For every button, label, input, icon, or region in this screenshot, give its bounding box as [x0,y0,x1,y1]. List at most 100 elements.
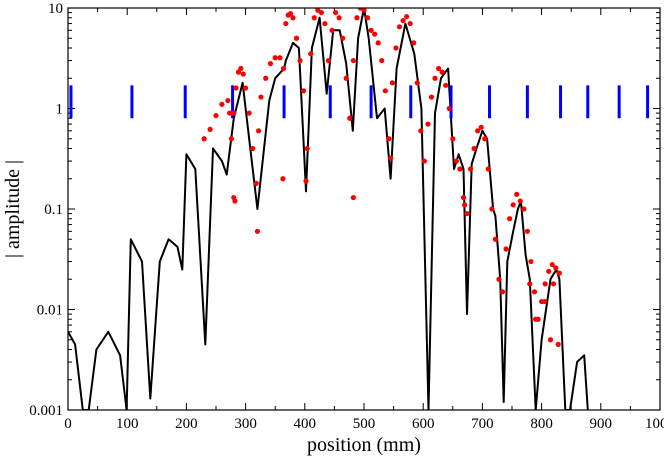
measured-point [258,94,264,100]
measured-point [492,236,499,242]
measured-point [471,145,477,152]
measured-point [432,75,438,81]
y-axis: 0.001 0.01 0.1 1 10 [29,1,660,419]
x-tick-label: 800 [530,416,553,432]
x-tick-label: 300 [234,416,257,432]
y-tick-label: 10 [48,1,63,17]
measured-point [254,228,261,234]
measured-point [547,337,554,343]
measured-point [347,115,353,121]
measured-point [446,105,452,112]
measured-point [510,202,516,208]
measured-point [411,40,417,46]
measured-point [460,194,467,201]
measured-point [280,65,287,72]
measured-point [555,341,561,347]
measured-point [336,15,342,21]
measured-point [517,198,523,204]
y-axis-title: | amplitude | [2,160,24,258]
measured-point [407,20,413,27]
measured-point [227,110,233,116]
measured-point [462,202,468,208]
measured-point [533,316,539,322]
measured-point [228,136,234,142]
measured-point [256,128,262,134]
measured-point [542,281,548,287]
measured-point [368,27,374,33]
plot-area [68,8,650,410]
measured-point [400,17,406,24]
measured-point [364,15,371,21]
measured-point [267,60,274,67]
calculated-amplitude-line [68,8,589,410]
measured-point [414,80,420,86]
measured-point [372,31,378,37]
measured-point [301,88,307,94]
x-tick-label: 600 [412,416,435,432]
measured-point [213,112,219,119]
measured-point [361,8,367,13]
measured-point [439,69,445,75]
measured-point [240,71,246,77]
measured-point [263,75,269,81]
measured-point [396,24,403,30]
measured-point [329,27,335,33]
measured-point [546,268,552,274]
measured-point [435,65,442,72]
measured-point [225,97,231,104]
measured-point [201,136,207,142]
measured-point [246,110,252,116]
measured-point [250,145,256,152]
measured-point [231,110,237,116]
measured-point [478,124,484,130]
measured-point [354,15,360,21]
measured-point [388,155,394,161]
measured-point [489,206,495,212]
measured-point [232,198,238,204]
measured-point [243,85,249,91]
measured-point [503,246,509,252]
measured-point [393,45,399,51]
measured-point [238,65,244,72]
series-measured-points [201,8,562,347]
measured-point [332,9,339,16]
y-tick-label: 0.01 [37,303,63,319]
measured-point [272,55,278,61]
measured-point [514,191,520,197]
x-tick-label: 400 [294,416,317,432]
plot-frame [67,7,661,411]
series-calculated-line [68,8,589,410]
measured-point [475,128,481,134]
measured-point [389,80,396,86]
measured-point [496,276,502,282]
measured-point [418,128,424,134]
x-tick-label: 200 [175,416,198,432]
measured-point [343,75,349,81]
measured-point [379,57,385,64]
measured-point [325,57,332,64]
measured-point [464,210,470,217]
measured-point [507,216,513,222]
measured-point [527,281,533,287]
measured-point [556,270,562,276]
measured-point [521,206,527,212]
measured-point [322,20,328,27]
measured-point [297,57,303,64]
x-tick-label: 0 [64,416,72,432]
y-tick-label: 0.001 [29,403,63,419]
x-axis-title: position (mm) [307,434,421,456]
measured-point [550,281,557,287]
measured-point [340,35,346,41]
measured-point [450,136,456,142]
measured-point [207,126,213,132]
measured-point [308,51,314,57]
measured-point [311,15,317,21]
measured-point [425,121,431,127]
measured-point [531,289,538,295]
measured-point [485,166,491,172]
x-tick-label: 100 [116,416,139,432]
measured-point [482,136,488,142]
measured-point [304,145,310,152]
y-tick-label: 1 [56,102,64,118]
